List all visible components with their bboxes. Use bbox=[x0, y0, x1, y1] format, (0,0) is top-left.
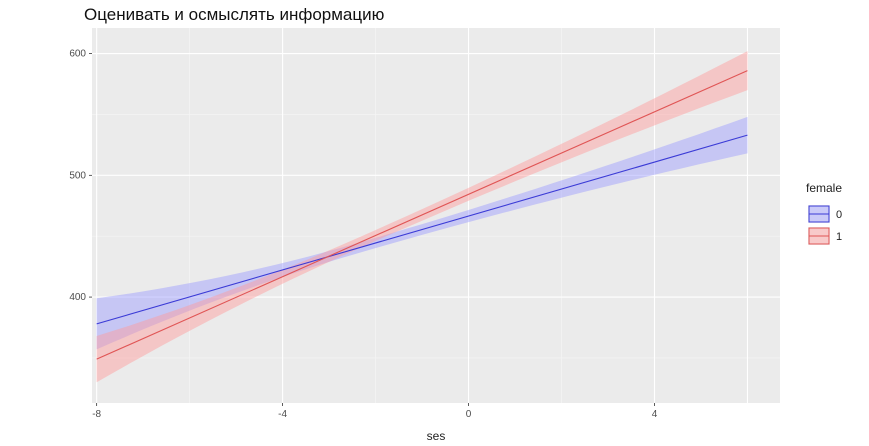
legend-label-series-1: 1 bbox=[836, 231, 842, 243]
confidence-ribbons bbox=[96, 51, 748, 383]
ribbon-series-1 bbox=[96, 51, 748, 383]
legend-title: female bbox=[806, 181, 842, 195]
y-axis: 400 500 600 bbox=[69, 49, 92, 303]
plot-panel bbox=[92, 28, 780, 403]
y-tick-label: 400 bbox=[69, 292, 86, 303]
grid-major bbox=[92, 28, 780, 403]
x-tick-label: -8 bbox=[92, 409, 101, 420]
legend-label-series-0: 0 bbox=[836, 209, 842, 221]
x-axis: -8 -4 0 4 bbox=[92, 403, 658, 420]
x-tick-label: 4 bbox=[652, 409, 658, 420]
chart-title: Оценивать и осмыслять информацию bbox=[84, 5, 385, 24]
series-lines bbox=[96, 70, 748, 360]
legend: female 0 1 bbox=[806, 181, 842, 245]
x-tick-label: 0 bbox=[466, 409, 472, 420]
ribbon-series-0 bbox=[96, 116, 748, 350]
x-tick-label: -4 bbox=[278, 409, 287, 420]
y-tick-label: 500 bbox=[69, 170, 86, 181]
y-tick-label: 600 bbox=[69, 49, 86, 60]
x-axis-title: ses bbox=[427, 429, 446, 443]
line-series-1 bbox=[96, 70, 748, 360]
line-series-0 bbox=[96, 134, 748, 325]
